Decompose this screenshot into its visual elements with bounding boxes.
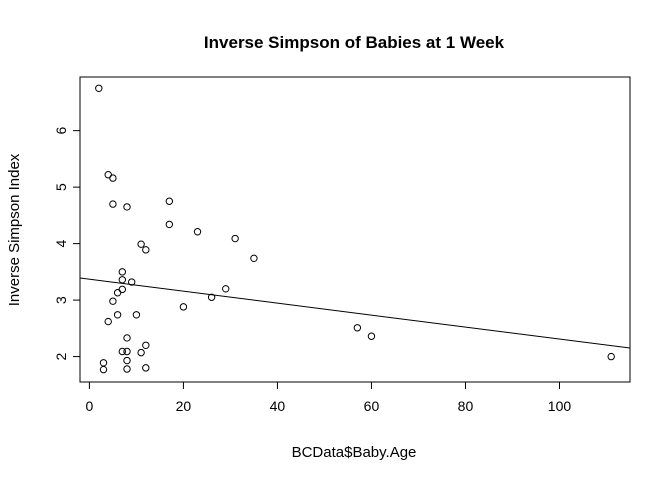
data-point: [250, 254, 258, 263]
data-point: [113, 311, 122, 319]
x-tick-label: 40: [270, 398, 286, 414]
data-point: [118, 347, 127, 356]
data-point: [128, 278, 136, 286]
data-point: [104, 317, 112, 326]
data-point: [118, 268, 127, 276]
data-point: [231, 234, 239, 243]
data-points: [95, 84, 615, 374]
x-axis-label: BCData$Baby.Age: [292, 444, 417, 461]
data-point: [607, 352, 615, 361]
y-tick-label: 2: [53, 352, 69, 360]
data-point: [137, 240, 145, 248]
data-point: [165, 197, 174, 205]
plot-area-border: [79, 76, 631, 383]
data-point: [179, 303, 188, 311]
x-tick-label: 60: [364, 398, 380, 414]
data-point: [113, 289, 122, 297]
data-point: [142, 341, 150, 349]
y-axis-label: Inverse Simpson Index: [6, 153, 23, 306]
x-tick-label: 0: [86, 398, 94, 414]
data-point: [193, 228, 202, 236]
data-point: [222, 285, 230, 293]
data-point: [165, 220, 174, 229]
x-axis: 0 20 40 60 80 100: [86, 381, 572, 414]
regression-line: [80, 277, 630, 349]
x-tick-label: 100: [548, 398, 572, 414]
y-tick-label: 4: [53, 240, 69, 248]
data-point: [104, 171, 112, 179]
data-point: [118, 285, 127, 294]
data-point: [109, 297, 117, 305]
data-point: [123, 356, 131, 365]
data-point: [353, 324, 362, 332]
data-point: [95, 84, 103, 92]
data-point: [99, 365, 108, 374]
data-point: [109, 200, 117, 208]
data-point: [123, 365, 131, 373]
data-point: [118, 276, 127, 284]
data-point: [99, 359, 108, 367]
data-point: [109, 174, 117, 182]
data-point: [207, 293, 216, 301]
y-tick-label: 6: [53, 127, 69, 135]
data-point: [137, 348, 145, 357]
data-point: [132, 311, 141, 319]
y-tick-label: 5: [53, 183, 69, 191]
y-axis: 2 3 4 5 6: [53, 127, 81, 360]
data-point: [142, 246, 150, 254]
data-point: [142, 364, 150, 372]
y-tick-label: 3: [53, 296, 69, 304]
data-point: [367, 332, 376, 340]
chart-title: Inverse Simpson of Babies at 1 Week: [204, 33, 505, 52]
x-tick-label: 20: [176, 398, 192, 414]
data-point: [123, 203, 131, 211]
x-tick-label: 80: [458, 398, 474, 414]
data-point: [123, 334, 131, 342]
data-point: [123, 347, 131, 356]
